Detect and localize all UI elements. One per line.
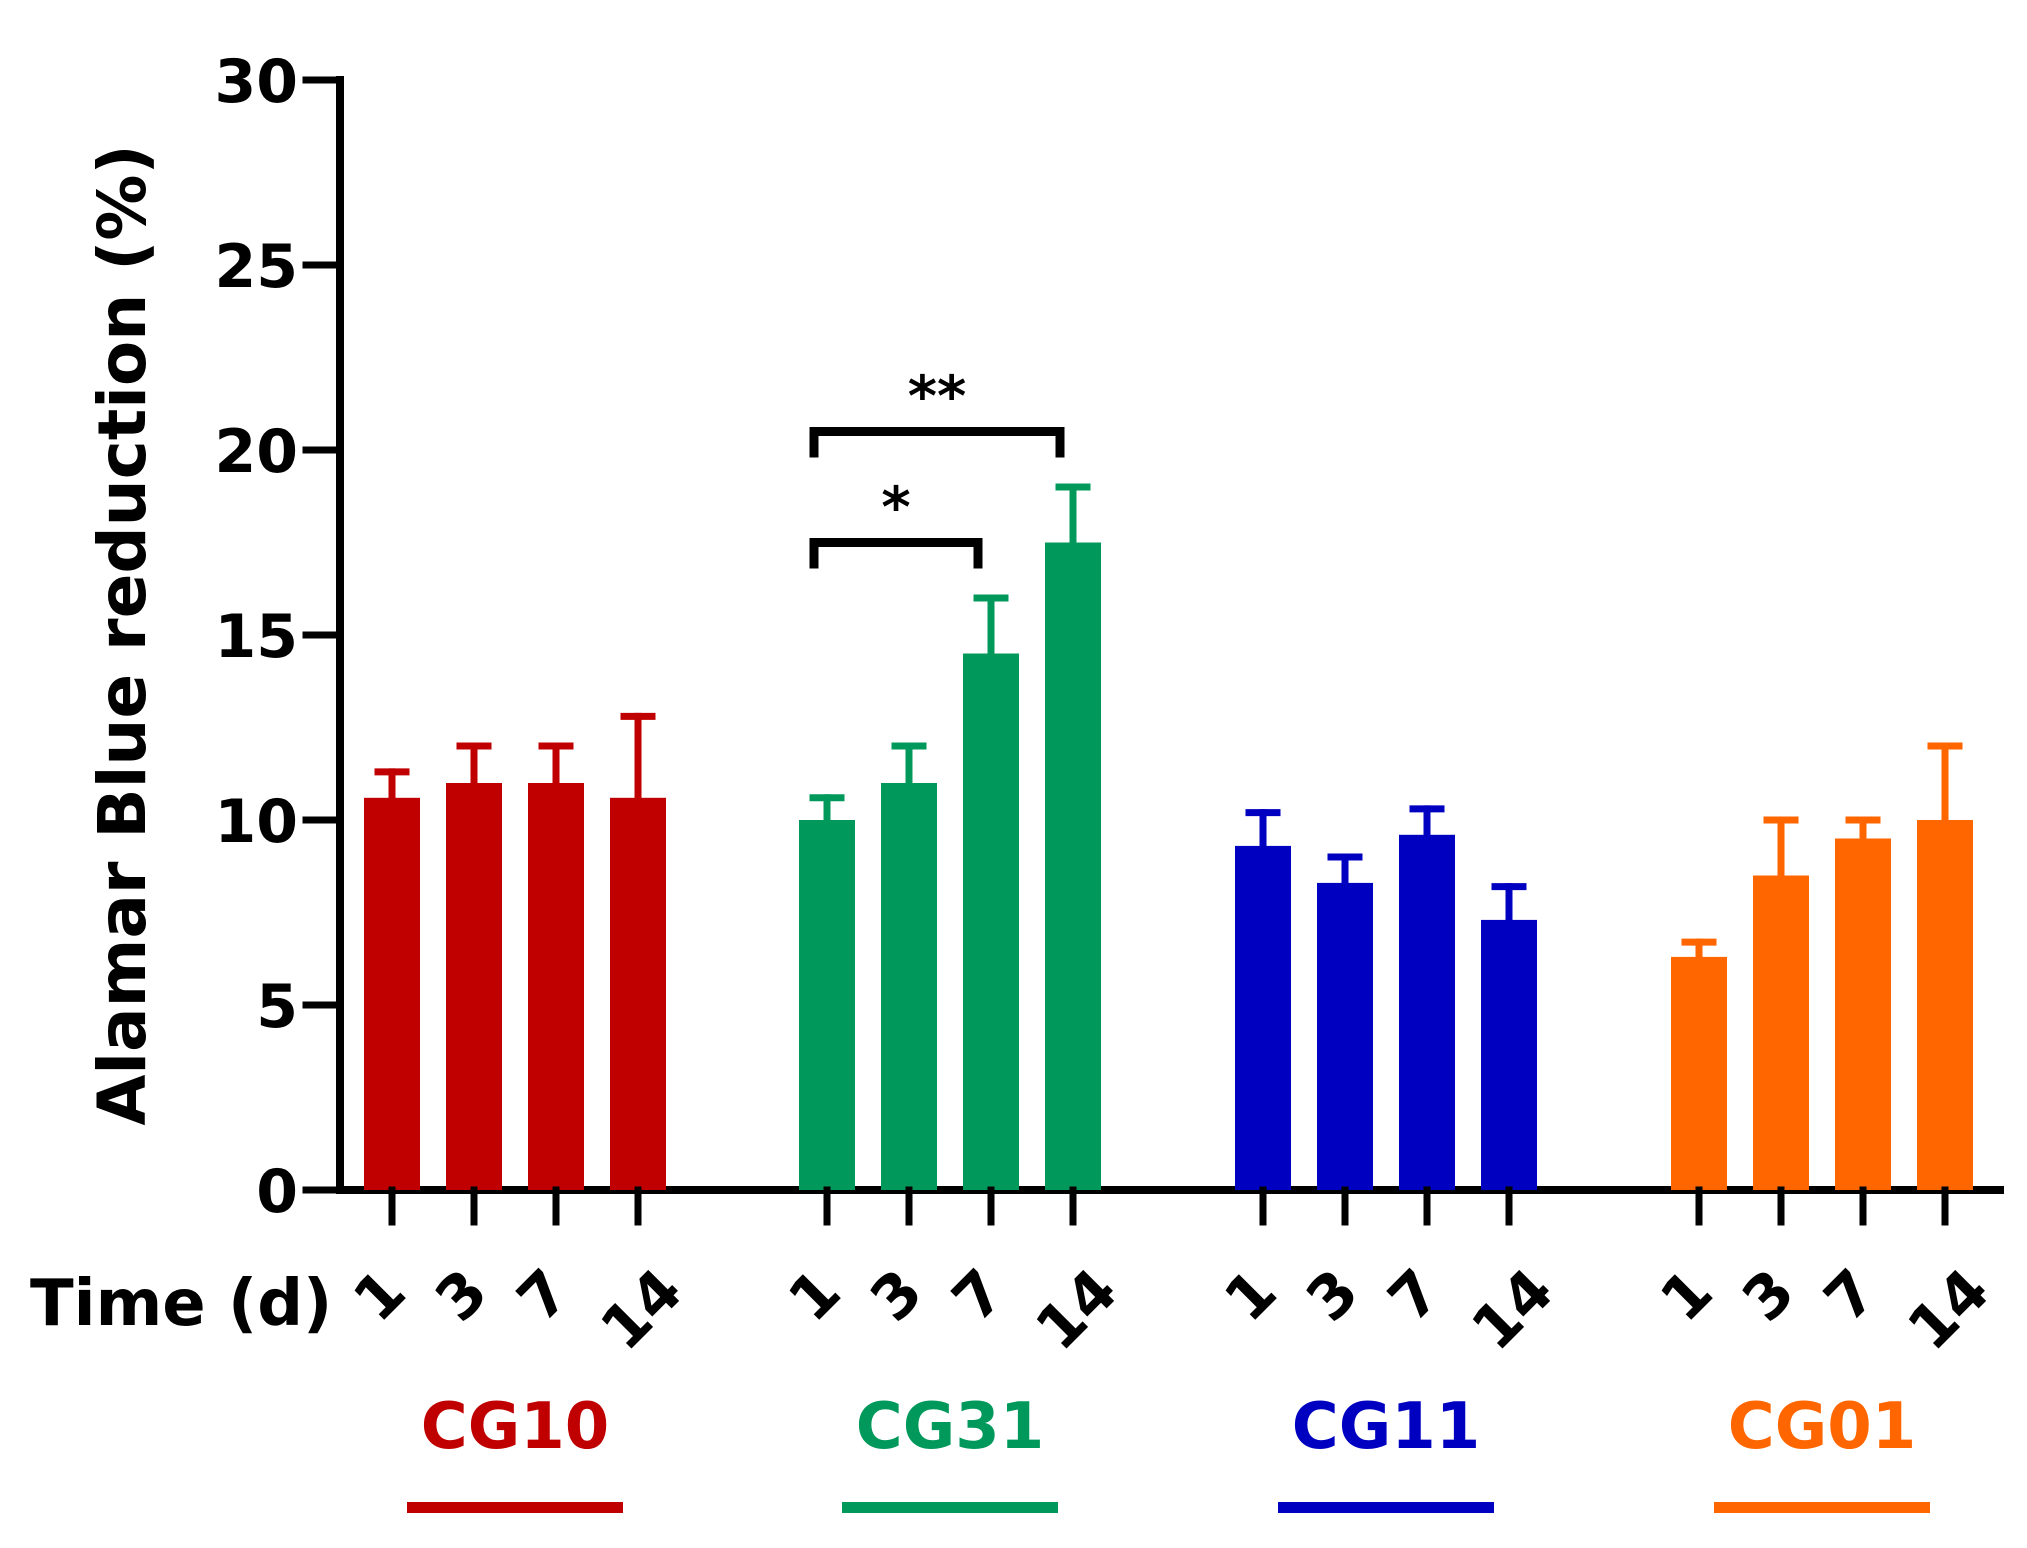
group-underline	[407, 1502, 623, 1513]
time-tick-label: 3	[1729, 1256, 1808, 1335]
time-tick-label: 3	[422, 1256, 501, 1335]
y-tick-label: 25	[215, 232, 299, 302]
significance-label: **	[908, 365, 967, 430]
bar	[610, 797, 666, 1190]
y-tick-label: 0	[256, 1157, 298, 1227]
group-underline	[842, 1502, 1058, 1513]
group-underline	[1714, 1502, 1930, 1513]
time-tick-label: 1	[775, 1256, 854, 1335]
time-tick-label: 14	[1459, 1256, 1568, 1365]
time-tick-label: 7	[939, 1256, 1018, 1335]
time-tick-label: 1	[340, 1256, 419, 1335]
time-tick-label: 14	[1895, 1256, 2004, 1365]
time-tick-label: 14	[1023, 1256, 1132, 1365]
time-tick-label: 7	[1375, 1256, 1454, 1335]
group-label: CG10	[421, 1390, 610, 1464]
bar	[1917, 820, 1973, 1190]
y-tick-label: 10	[215, 787, 299, 857]
y-tick-label: 15	[215, 602, 299, 672]
bar	[1481, 919, 1537, 1190]
group-label: CG11	[1292, 1390, 1481, 1464]
y-tick-label: 30	[215, 47, 299, 117]
bar	[799, 820, 855, 1190]
bar	[1835, 838, 1891, 1190]
bar	[1317, 882, 1373, 1190]
bar	[528, 783, 584, 1190]
bar	[446, 783, 502, 1190]
group-label: CG01	[1728, 1390, 1917, 1464]
significance-bracket	[809, 538, 983, 569]
significance-label: *	[881, 476, 910, 541]
time-tick-label: 7	[504, 1256, 583, 1335]
bar	[1235, 845, 1291, 1190]
y-tick-label: 5	[256, 972, 298, 1042]
bar	[1045, 542, 1101, 1190]
group-underline	[1278, 1502, 1494, 1513]
y-axis-title: Alamar Blue reduction (%)	[84, 144, 161, 1125]
bar	[963, 653, 1019, 1190]
time-tick-label: 1	[1211, 1256, 1290, 1335]
bar	[1753, 875, 1809, 1190]
time-axis-label: Time (d)	[30, 1267, 332, 1341]
time-tick-label: 1	[1647, 1256, 1726, 1335]
bar	[1399, 834, 1455, 1190]
bar	[364, 797, 420, 1190]
bar	[1671, 956, 1727, 1190]
time-tick-label: 14	[588, 1256, 697, 1365]
time-tick-label: 3	[857, 1256, 936, 1335]
bar	[881, 783, 937, 1190]
time-tick-label: 7	[1811, 1256, 1890, 1335]
y-tick-label: 20	[215, 417, 299, 487]
significance-bracket	[809, 427, 1065, 458]
time-tick-label: 3	[1293, 1256, 1372, 1335]
group-label: CG31	[856, 1390, 1045, 1464]
